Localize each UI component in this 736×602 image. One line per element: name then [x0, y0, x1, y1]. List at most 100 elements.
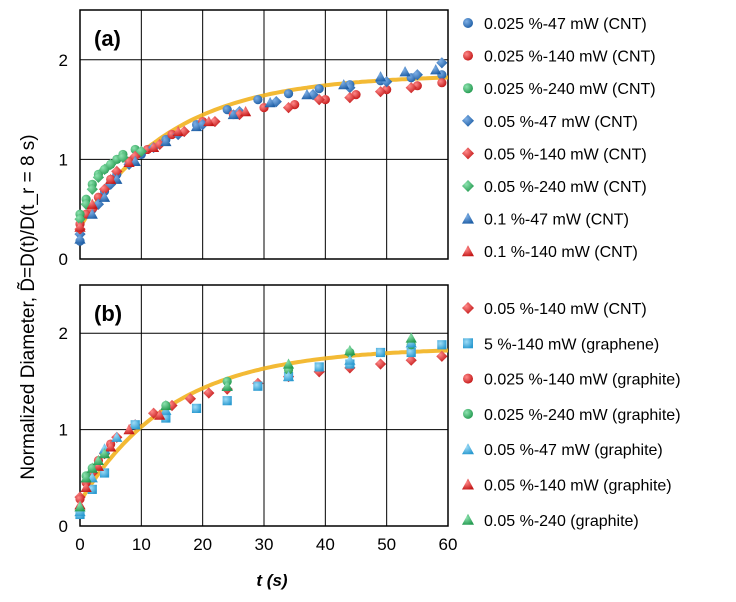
panel-a-series-7-point — [190, 120, 203, 132]
panel-b-plot-area — [79, 284, 449, 527]
panel-a-legend-marker-3 — [463, 83, 473, 94]
panel-a-series-7-point — [374, 71, 387, 82]
panel-a-series-8-point — [203, 115, 215, 127]
panel-b-series-2-point — [191, 403, 202, 413]
panel-a-series-8-point — [123, 156, 135, 167]
panel-a-legend-marker-1 — [463, 18, 473, 28]
panel-a-legend-label-2: 0.025 %-140 mW (CNT) — [484, 49, 656, 66]
panel-b-series-7-point — [80, 472, 92, 483]
panel-a-series-5-point — [282, 102, 295, 114]
panel-b-series-6-point — [123, 424, 135, 435]
panel-a-legend-label-5: 0.05 %-140 mW (CNT) — [484, 146, 647, 163]
panel-a-y-tick-label: 0 — [59, 250, 68, 269]
panel-b-x-tick-label: 0 — [75, 535, 84, 554]
panel-b-legend-label-5: 0.05 %-47 mW (graphite) — [484, 442, 663, 459]
panel-a-series-1-point — [283, 89, 294, 99]
panel-a-series-1-point — [222, 105, 232, 115]
panel-b-fit-curve — [78, 348, 449, 503]
panel-a-legend-label-3: 0.025 %-240 mW (CNT) — [484, 81, 656, 98]
panel-a-series-5-point — [111, 165, 123, 177]
panel-b-series-2-point — [87, 484, 97, 494]
panel-b-legend-label-7: 0.05 %-240 (graphite) — [484, 513, 639, 530]
panel-b-series-2-point — [406, 347, 416, 358]
panel-b-series-7-point — [344, 344, 356, 356]
panel-a-legend-label-8: 0.1 %-140 mW (CNT) — [484, 244, 638, 261]
panel-a-legend-marker-2 — [463, 50, 473, 61]
panel-a-legend-label-6: 0.05 %-240 mW (CNT) — [484, 179, 647, 196]
panel-b-series-7-point — [160, 399, 172, 411]
panel-b-label: (b) — [94, 301, 122, 326]
panel-b-x-tick-label: 10 — [132, 535, 151, 554]
panel-a-legend-marker-8 — [462, 245, 474, 257]
panel-a-series-4-point — [344, 82, 356, 94]
panel-a-y-tick-label: 2 — [59, 51, 68, 70]
panel-b-x-tick-label: 40 — [316, 535, 335, 554]
panel-b-legend-marker-7 — [462, 513, 474, 525]
panel-a-series-7-point — [264, 97, 276, 108]
panel-b-series-5-point — [111, 431, 123, 442]
panel-b-series-2-point — [99, 468, 110, 478]
panel-b-legend-label-6: 0.05 %-140 mW (graphite) — [484, 478, 672, 495]
panel-a-series-1-point — [253, 95, 263, 105]
x-axis-title: t (s) — [256, 571, 288, 590]
panel-b-series-1-point — [405, 354, 417, 366]
panel-b-series-3-point — [75, 494, 85, 504]
panel-b-x-tick-label: 30 — [255, 535, 274, 554]
panel-a-series-6-point — [92, 171, 104, 183]
panel-b-series-2-point — [222, 396, 232, 406]
panel-a-legend-label-4: 0.05 %-47 mW (CNT) — [484, 114, 638, 131]
panel-b-series-2-point — [375, 347, 386, 358]
panel-b-series-7-point — [92, 454, 104, 466]
panel-b-series-6-point — [105, 441, 117, 452]
panel-a-series-7-point — [301, 89, 313, 100]
panel-a-series-6-point — [117, 151, 129, 164]
panel-a-series-7-point — [227, 108, 239, 120]
panel-b-legend-marker-4 — [463, 408, 473, 419]
panel-b-series-7-point — [74, 501, 86, 512]
panel-a-series-7-point — [160, 135, 172, 147]
panel-b-y-tick-label: 1 — [59, 421, 68, 440]
panel-a-series-4-point — [436, 57, 448, 69]
panel-a-series-5-point — [374, 86, 387, 98]
panel-b-legend-label-4: 0.025 %-240 mW (graphite) — [484, 407, 681, 424]
panel-b-legend-marker-1 — [462, 302, 474, 314]
panel-b-series-5-point — [282, 370, 295, 382]
panel-a-series-7-point — [338, 79, 350, 90]
panel-a-series-5-point — [209, 115, 221, 128]
panel-a-legend-label-7: 0.1 %-47 mW (CNT) — [484, 212, 629, 229]
panel-a-series-7-point — [399, 66, 411, 77]
panel-b-legend-marker-6 — [462, 478, 474, 490]
panel-b-series-1-point — [148, 407, 160, 419]
panel-a-series-6-point — [135, 145, 147, 158]
panel-a-series-8-point — [86, 198, 98, 209]
panel-b-series-6-point — [80, 481, 92, 493]
panel-a-series-8-point — [148, 141, 160, 153]
panel-b-series-1-point — [436, 350, 448, 362]
panel-b-series-7-point — [86, 462, 98, 473]
panel-a-series-7-point — [98, 191, 111, 202]
panel-a-label: (a) — [94, 26, 121, 51]
panel-b-series-1-point — [203, 387, 215, 399]
panel-a: 0 1 2 (a) 0.025 %-47 mW (CNT) 0.025 %-140 mW … — [59, 9, 656, 269]
panel-a-series-7-point — [74, 233, 86, 244]
panel-a-series-5-point — [98, 183, 111, 195]
panel-b-y-tick-label: 2 — [59, 324, 68, 343]
panel-b-series-6-point — [154, 409, 166, 420]
panel-b-series-6-point — [92, 460, 104, 471]
panel-a-legend-marker-4 — [462, 114, 474, 127]
panel-a-series-7-point — [430, 64, 442, 75]
panel-b-series-7-point — [98, 448, 111, 459]
panel-a-plot-area — [79, 9, 449, 260]
panel-a-series-5-point — [313, 94, 325, 106]
panel-b-series-2-point — [314, 362, 324, 372]
panel-b-series-2-point — [437, 340, 447, 350]
panel-a-series-7-point — [86, 208, 98, 219]
panel-b-series-7-point — [405, 332, 417, 343]
panel-b-series-5-point — [129, 419, 141, 430]
panel-b-legend-marker-3 — [463, 373, 473, 384]
panel-b-series-2-point — [161, 413, 171, 423]
panel-b-legend-marker-2 — [463, 338, 473, 349]
panel-b-legend-marker-5 — [462, 443, 474, 455]
panel-b-y-tick-label: 0 — [59, 517, 68, 536]
